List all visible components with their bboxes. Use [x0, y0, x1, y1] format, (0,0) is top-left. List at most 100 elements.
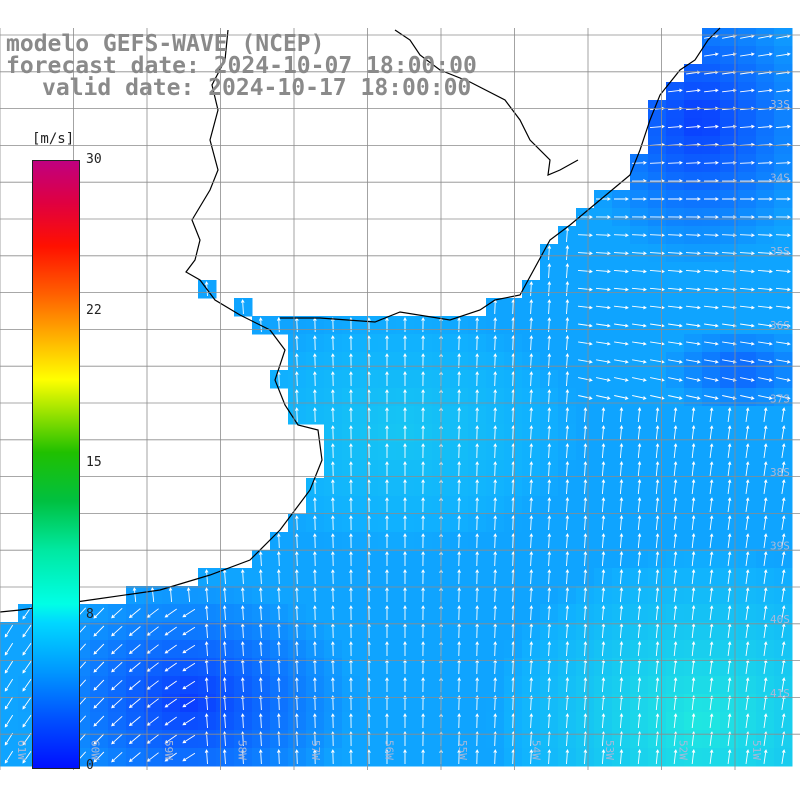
wind-arrow: [577, 287, 593, 292]
wind-arrow: [703, 233, 719, 238]
wind-arrow: [775, 287, 791, 292]
wind-arrow: [740, 52, 755, 57]
wind-arrow: [222, 605, 227, 621]
wind-arrow: [601, 749, 606, 765]
wind-arrow: [421, 407, 425, 423]
longitude-labels: 61W 60W 59W 58W 57W 56W 55W 54W 53W 52W 51W: [15, 740, 763, 760]
wind-arrow: [691, 641, 696, 657]
wind-arrow: [493, 407, 498, 423]
wind-arrow: [745, 461, 750, 476]
wind-arrow: [349, 713, 353, 729]
wind-arrow: [547, 281, 552, 297]
wind-arrow: [164, 734, 177, 744]
wind-arrow: [204, 569, 209, 585]
wind-arrow: [182, 680, 196, 690]
wind-arrow: [578, 323, 593, 328]
wind-arrow: [294, 389, 299, 405]
wind-arrow: [709, 533, 714, 548]
wind-arrow: [276, 371, 281, 387]
wind-arrow: [22, 678, 32, 692]
wind-arrow: [529, 407, 534, 423]
wind-arrow: [258, 641, 263, 657]
wind-arrow: [313, 569, 317, 585]
wind-arrow: [637, 551, 642, 567]
wind-arrow: [168, 587, 173, 603]
wind-arrow: [349, 749, 353, 765]
wind-arrow: [655, 587, 660, 603]
wind-arrow: [222, 587, 227, 603]
wind-arrow: [565, 677, 570, 693]
wind-arrow: [740, 359, 755, 364]
wind-arrow: [776, 323, 791, 328]
wind-arrow: [421, 713, 425, 729]
wind-arrow: [781, 479, 786, 494]
wind-arrow: [164, 752, 177, 762]
wind-arrow: [619, 407, 624, 423]
wind-arrow: [776, 377, 791, 382]
wind-arrow: [294, 353, 299, 369]
wind-arrow: [457, 497, 461, 513]
wind-arrow: [529, 443, 534, 459]
wind-arrow: [385, 749, 389, 764]
wind-arrow: [240, 587, 245, 603]
wind-arrow: [721, 305, 737, 310]
longitude-label: 53W: [603, 740, 616, 760]
wind-arrow: [673, 425, 678, 441]
wind-arrow: [565, 353, 570, 369]
latitude-label: 34S: [770, 172, 790, 185]
wind-arrow: [367, 713, 371, 729]
wind-arrow: [704, 359, 719, 364]
wind-arrow: [685, 287, 701, 292]
wind-arrow: [331, 551, 335, 567]
wind-arrow: [164, 716, 177, 726]
wind-arrow: [565, 299, 570, 315]
wind-arrow: [619, 443, 624, 459]
wind-arrow: [331, 587, 335, 603]
wind-arrow: [222, 713, 227, 729]
wind-arrow: [709, 407, 714, 422]
model-title: modelo GEFS-WAVE (NCEP): [6, 31, 325, 57]
wind-arrow: [583, 677, 588, 693]
wind-arrow: [475, 497, 479, 513]
wind-arrow: [667, 233, 683, 238]
wind-arrow: [632, 197, 647, 201]
wind-arrow: [421, 335, 425, 351]
wind-arrow: [745, 407, 750, 422]
wind-arrow: [601, 461, 606, 477]
wind-arrow: [703, 269, 719, 274]
wind-arrow: [349, 407, 353, 423]
wind-arrow: [583, 587, 588, 603]
wind-arrow: [475, 605, 479, 621]
wind-arrow: [367, 749, 371, 765]
wind-arrow: [565, 533, 570, 549]
wind-arrow: [240, 299, 245, 315]
colorbar: [32, 160, 80, 769]
wind-arrow: [595, 215, 611, 219]
wind-arrow: [164, 680, 177, 690]
wind-arrow: [294, 551, 299, 567]
wind-arrow: [204, 605, 209, 621]
wind-arrow: [421, 587, 425, 603]
colorbar-tick-22: 22: [86, 303, 102, 318]
wind-arrow: [709, 713, 714, 728]
wind-arrow: [709, 515, 714, 530]
wind-arrow: [673, 497, 678, 513]
wind-arrow: [763, 533, 768, 548]
wind-arrow: [721, 233, 737, 238]
wind-arrow: [367, 371, 371, 387]
wind-arrow: [385, 443, 389, 458]
wind-arrow: [547, 749, 552, 765]
wind-arrow: [583, 641, 588, 657]
wind-arrow: [493, 443, 498, 459]
wind-arrow: [565, 749, 570, 765]
wind-arrow: [781, 497, 786, 512]
wind-arrow: [763, 551, 768, 566]
wind-arrow: [775, 124, 791, 129]
wind-arrow: [294, 407, 299, 423]
wind-arrow: [703, 160, 719, 165]
wind-arrow: [739, 269, 755, 274]
wind-arrow: [403, 533, 407, 548]
wind-arrow: [667, 287, 683, 292]
wind-arrow: [313, 497, 317, 513]
wind-arrow: [631, 305, 647, 310]
